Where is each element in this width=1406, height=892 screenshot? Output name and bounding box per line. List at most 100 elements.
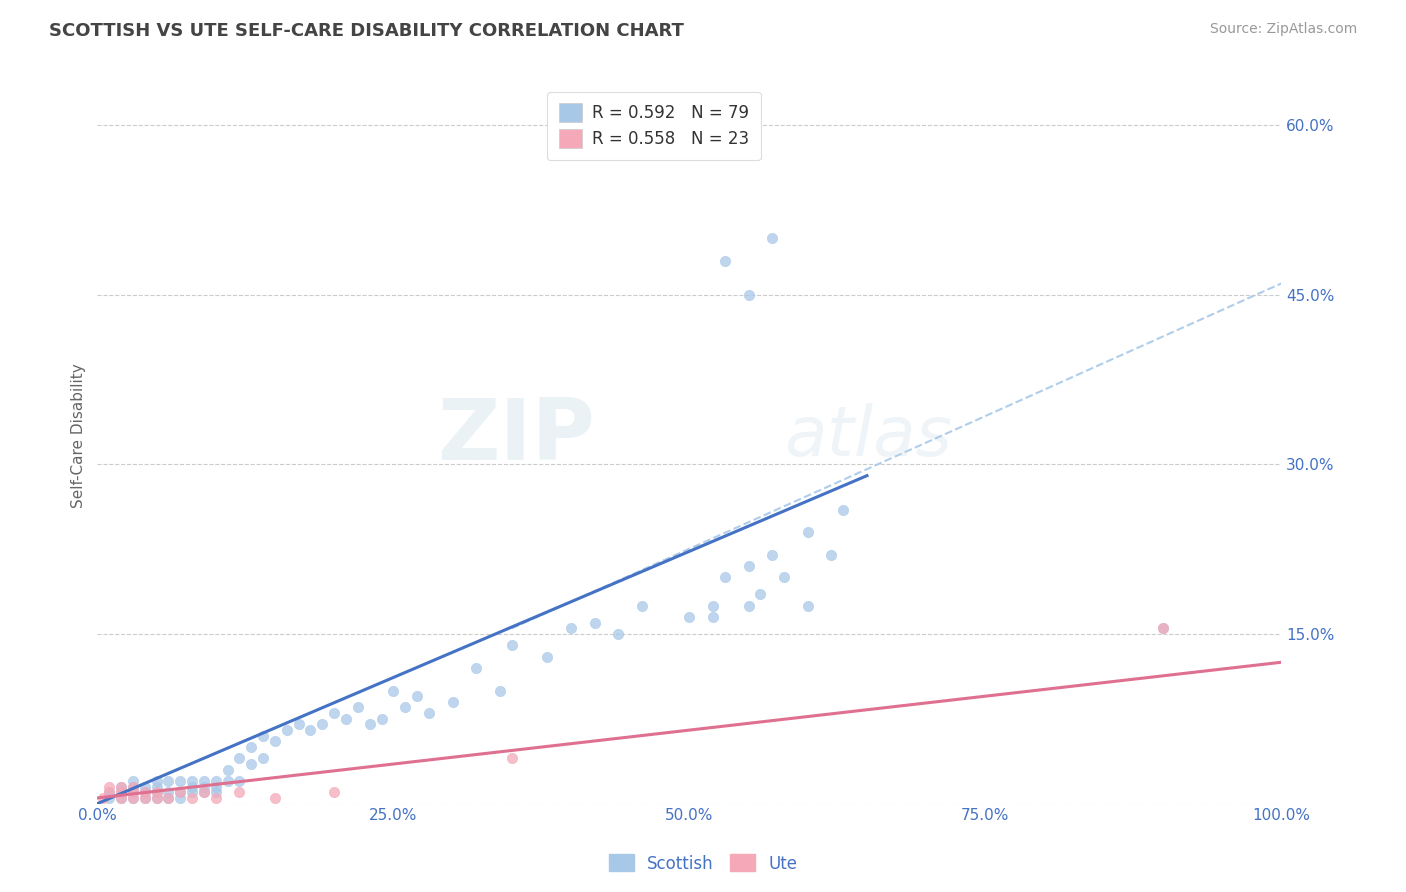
Point bbox=[276, 723, 298, 738]
Point bbox=[714, 253, 737, 268]
Point bbox=[110, 785, 132, 799]
Point bbox=[252, 751, 274, 765]
Point bbox=[98, 785, 121, 799]
Point bbox=[193, 780, 215, 794]
Point bbox=[134, 780, 156, 794]
Point bbox=[287, 717, 309, 731]
Point bbox=[98, 785, 121, 799]
Point bbox=[122, 780, 145, 794]
Point bbox=[193, 774, 215, 789]
Point bbox=[134, 785, 156, 799]
Point bbox=[749, 587, 772, 601]
Point bbox=[122, 774, 145, 789]
Point bbox=[110, 791, 132, 805]
Text: atlas: atlas bbox=[785, 402, 952, 469]
Text: SCOTTISH VS UTE SELF-CARE DISABILITY CORRELATION CHART: SCOTTISH VS UTE SELF-CARE DISABILITY COR… bbox=[49, 22, 685, 40]
Point bbox=[382, 683, 405, 698]
Point bbox=[797, 599, 820, 613]
Point bbox=[418, 706, 440, 720]
Point bbox=[204, 780, 226, 794]
Point bbox=[169, 785, 191, 799]
Point bbox=[560, 621, 582, 635]
Point bbox=[193, 785, 215, 799]
Point bbox=[1152, 621, 1174, 635]
Point bbox=[252, 729, 274, 743]
Point bbox=[157, 791, 180, 805]
Point bbox=[465, 661, 488, 675]
Point bbox=[631, 599, 654, 613]
Point bbox=[607, 627, 630, 641]
Point bbox=[204, 785, 226, 799]
Point bbox=[394, 700, 416, 714]
Point bbox=[134, 785, 156, 799]
Point bbox=[264, 734, 287, 748]
Point bbox=[678, 610, 700, 624]
Point bbox=[1152, 621, 1174, 635]
Point bbox=[370, 712, 392, 726]
Point bbox=[193, 785, 215, 799]
Point bbox=[737, 559, 759, 574]
Point bbox=[359, 717, 381, 731]
Point bbox=[761, 548, 783, 562]
Point bbox=[169, 785, 191, 799]
Point bbox=[122, 785, 145, 799]
Point bbox=[181, 780, 204, 794]
Point bbox=[169, 791, 191, 805]
Point bbox=[832, 502, 855, 516]
Point bbox=[204, 791, 226, 805]
Point bbox=[797, 525, 820, 540]
Point bbox=[406, 689, 429, 703]
Point bbox=[157, 785, 180, 799]
Point bbox=[335, 712, 357, 726]
Point bbox=[91, 791, 114, 805]
Point bbox=[122, 785, 145, 799]
Point bbox=[501, 751, 523, 765]
Point bbox=[110, 780, 132, 794]
Y-axis label: Self-Care Disability: Self-Care Disability bbox=[72, 364, 86, 508]
Legend: Scottish, Ute: Scottish, Ute bbox=[602, 847, 804, 880]
Point bbox=[157, 791, 180, 805]
Point bbox=[240, 740, 263, 755]
Point bbox=[145, 785, 167, 799]
Point bbox=[145, 780, 167, 794]
Point bbox=[217, 763, 239, 777]
Point bbox=[228, 785, 250, 799]
Point bbox=[122, 780, 145, 794]
Point bbox=[737, 287, 759, 301]
Point bbox=[323, 706, 346, 720]
Point bbox=[583, 615, 606, 630]
Point bbox=[217, 774, 239, 789]
Point bbox=[98, 791, 121, 805]
Point bbox=[702, 599, 724, 613]
Point bbox=[536, 649, 558, 664]
Point bbox=[145, 791, 167, 805]
Point bbox=[228, 751, 250, 765]
Legend: R = 0.592   N = 79, R = 0.558   N = 23: R = 0.592 N = 79, R = 0.558 N = 23 bbox=[547, 92, 761, 160]
Point bbox=[204, 774, 226, 789]
Point bbox=[181, 774, 204, 789]
Point bbox=[240, 757, 263, 772]
Point bbox=[761, 231, 783, 245]
Point bbox=[714, 570, 737, 584]
Text: Source: ZipAtlas.com: Source: ZipAtlas.com bbox=[1209, 22, 1357, 37]
Text: ZIP: ZIP bbox=[437, 394, 595, 477]
Point bbox=[264, 791, 287, 805]
Point bbox=[145, 774, 167, 789]
Point bbox=[228, 774, 250, 789]
Point bbox=[181, 785, 204, 799]
Point bbox=[311, 717, 333, 731]
Point bbox=[122, 791, 145, 805]
Point bbox=[134, 791, 156, 805]
Point bbox=[299, 723, 322, 738]
Point bbox=[347, 700, 370, 714]
Point bbox=[145, 791, 167, 805]
Point bbox=[110, 785, 132, 799]
Point bbox=[181, 791, 204, 805]
Point bbox=[501, 638, 523, 652]
Point bbox=[157, 774, 180, 789]
Point bbox=[110, 780, 132, 794]
Point bbox=[98, 780, 121, 794]
Point bbox=[110, 791, 132, 805]
Point bbox=[489, 683, 512, 698]
Point bbox=[323, 785, 346, 799]
